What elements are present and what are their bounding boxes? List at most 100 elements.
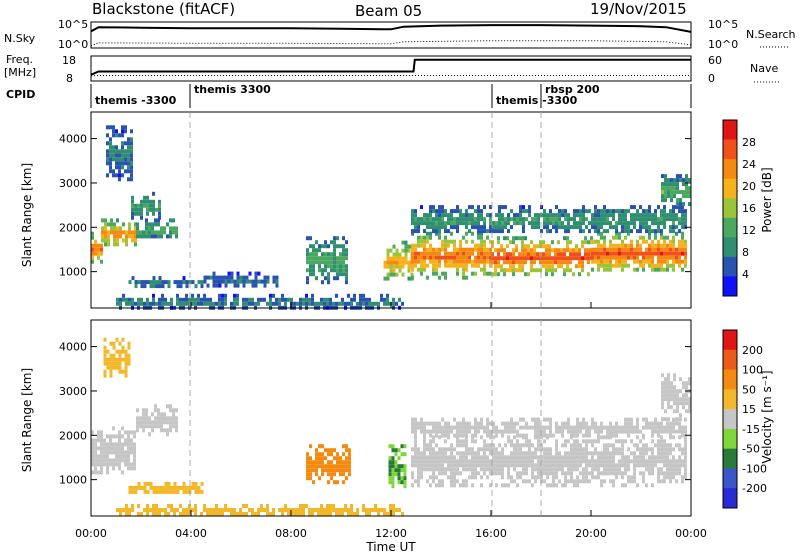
velocity-cell <box>468 463 471 468</box>
velocity-cell <box>142 420 145 425</box>
velocity-cell <box>624 425 627 430</box>
velocity-cell <box>576 479 579 484</box>
power-cell <box>566 240 569 245</box>
power-cell <box>606 213 609 218</box>
velocity-cell <box>420 471 423 476</box>
power-cell <box>636 251 639 256</box>
power-cell <box>624 235 627 240</box>
power-cell <box>432 209 435 214</box>
power-cell <box>630 255 633 260</box>
power-cell <box>549 217 552 222</box>
velocity-cell <box>91 450 94 455</box>
power-cell <box>330 252 333 257</box>
velocity-cell <box>567 467 570 472</box>
velocity-cell <box>438 455 441 460</box>
power-cell <box>218 279 222 284</box>
power-cell <box>417 259 420 264</box>
power-cell <box>648 225 651 230</box>
power-cell <box>296 301 299 306</box>
power-cell <box>512 240 515 245</box>
power-cell <box>116 226 119 231</box>
velocity-cell <box>115 462 118 467</box>
velocity-cell <box>152 489 156 494</box>
velocity-cell <box>333 456 336 461</box>
power-cell <box>254 283 258 288</box>
power-cell <box>146 301 149 306</box>
velocity-cell <box>130 446 133 451</box>
velocity-cell <box>660 421 663 426</box>
power-cell <box>459 221 462 226</box>
velocity-cell <box>112 361 116 366</box>
velocity-cell <box>191 508 194 512</box>
power-cell <box>627 251 630 256</box>
velocity-cell <box>669 479 672 484</box>
power-cell <box>327 272 330 277</box>
velocity-cell <box>618 439 621 444</box>
power-cell <box>557 252 560 257</box>
power-cell <box>116 301 119 306</box>
power-cell <box>549 221 552 226</box>
power-cell <box>664 178 667 183</box>
power-cell <box>501 229 504 234</box>
velocity-cell <box>429 475 432 480</box>
velocity-cell <box>531 417 534 422</box>
power-cell <box>684 213 687 218</box>
power-cell <box>480 225 483 230</box>
power-cell <box>194 284 198 289</box>
power-cell <box>100 247 103 252</box>
power-cell <box>342 268 345 273</box>
power-cell <box>137 211 140 216</box>
power-cell <box>453 221 456 226</box>
power-cell <box>560 264 563 269</box>
velocity-cell <box>336 464 339 469</box>
velocity-cell <box>242 504 245 508</box>
velocity-cell <box>112 466 115 471</box>
velocity-cell <box>588 439 591 444</box>
power-cell <box>465 259 468 264</box>
velocity-cell <box>435 425 438 430</box>
power-cell <box>438 275 441 280</box>
velocity-cell <box>133 434 136 439</box>
velocity-cell <box>450 475 453 480</box>
power-cell <box>642 217 645 222</box>
velocity-cell <box>465 433 468 438</box>
power-cell <box>645 209 648 214</box>
velocity-cell <box>492 429 495 434</box>
power-cell <box>471 247 474 252</box>
power-cell <box>429 217 432 222</box>
power-cell <box>456 255 459 260</box>
power-cell <box>137 280 141 285</box>
velocity-cell <box>392 504 395 508</box>
power-cell <box>432 225 435 230</box>
velocity-cell <box>100 430 103 435</box>
velocity-cell <box>621 463 624 468</box>
velocity-cell <box>272 508 275 512</box>
velocity-cell <box>342 452 345 457</box>
power-cell <box>521 240 524 245</box>
power-cell <box>104 238 107 243</box>
power-cell <box>115 173 118 178</box>
velocity-cell <box>103 446 106 451</box>
power-cell <box>497 272 500 277</box>
velocity-cell <box>420 429 423 434</box>
power-cell <box>330 240 333 245</box>
velocity-cell <box>115 450 118 455</box>
velocity-cell <box>308 512 311 516</box>
power-cell <box>140 301 143 306</box>
power-cell <box>549 229 552 234</box>
velocity-cell <box>675 429 678 434</box>
velocity-cell <box>606 467 609 472</box>
power-cell <box>112 169 115 174</box>
velocity-cell <box>498 429 501 434</box>
velocity-cell <box>124 458 127 463</box>
velocity-cell <box>471 463 474 468</box>
power-cell <box>498 221 501 226</box>
velocity-cell <box>103 438 106 443</box>
velocity-cell <box>504 429 507 434</box>
velocity-cell <box>525 443 528 448</box>
velocity-cell <box>664 397 667 402</box>
power-cell <box>131 238 134 243</box>
velocity-cell <box>411 429 414 434</box>
velocity-cell <box>552 479 555 484</box>
power-cell <box>642 225 645 230</box>
